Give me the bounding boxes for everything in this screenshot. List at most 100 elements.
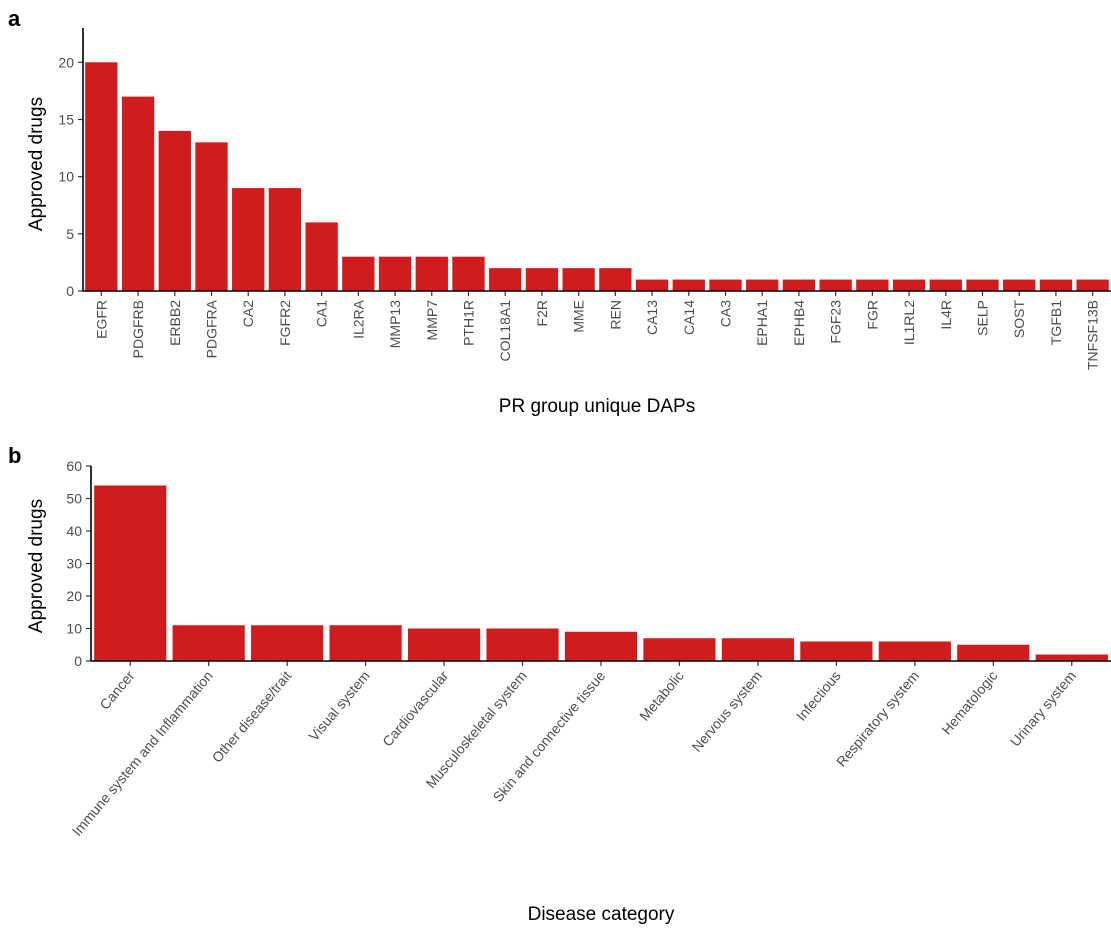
panel-b-bar-3 xyxy=(329,625,402,661)
panel-a-bar-22 xyxy=(892,279,926,291)
panel-a-x-tick-label-5: FGFR2 xyxy=(277,300,293,346)
panel-a-x-tick-label-10: PTH1R xyxy=(461,300,477,346)
panel-a-x-tick-label-9: MMP7 xyxy=(424,300,440,341)
panel-b-y-tick-label-3: 30 xyxy=(66,556,82,572)
panel-a-bar-4 xyxy=(232,188,265,291)
panel-b-bar-4 xyxy=(407,628,481,661)
panel-a-bars xyxy=(85,62,1109,291)
panel-b-y-axis-ticks: 0 10 20 30 40 50 60 xyxy=(66,458,91,669)
panel-a-y-tick-label-4: 20 xyxy=(58,54,74,70)
panel-a-letter: a xyxy=(8,6,21,31)
panel-a-x-tick-label-18: EPHA1 xyxy=(754,300,770,346)
panel-a-y-tick-label-1: 5 xyxy=(66,226,74,242)
panel-a-bar-24 xyxy=(966,279,999,291)
panel-a-x-axis-title: PR group unique DAPs xyxy=(499,396,695,417)
panel-a-bar-21 xyxy=(856,279,889,291)
panel-b-x-tick-label-11: Hematologic xyxy=(938,668,1000,738)
panel-a-x-tick-label-0: EGFR xyxy=(93,300,109,339)
panel-b-bar-10 xyxy=(878,641,951,661)
panel-a-x-tick-label-15: CA13 xyxy=(644,300,660,335)
panel-a-bar-3 xyxy=(195,142,228,291)
panel-a-bar-chart: a 0 5 10 15 20 EGFR PDGFRB ERBB2 PDGFRA CA2 FGFR2… xyxy=(8,6,1111,417)
panel-a-x-tick-label-26: TGFB1 xyxy=(1048,300,1064,345)
panel-b-bar-12 xyxy=(1035,654,1108,661)
panel-b-bar-0 xyxy=(94,485,167,661)
panel-a-x-tick-label-17: CA3 xyxy=(718,300,734,327)
panel-a-y-tick-label-3: 15 xyxy=(58,111,74,127)
panel-a-x-tick-label-21: FGR xyxy=(864,300,880,330)
panel-a-x-tick-label-25: SOST xyxy=(1011,300,1027,339)
panel-b-bar-1 xyxy=(172,625,245,661)
panel-a-bar-19 xyxy=(782,279,816,291)
panel-a-x-tick-label-14: REN xyxy=(607,300,623,330)
panel-a-bar-11 xyxy=(489,268,522,291)
panel-a-x-axis-ticks: EGFR PDGFRB ERBB2 PDGFRA CA2 FGFR2 CA1 IL2RA MMP… xyxy=(93,291,1101,370)
panel-a-x-tick-label-22: IL1RL2 xyxy=(901,300,917,345)
panel-a-bar-20 xyxy=(819,279,852,291)
panel-a-x-tick-label-19: EPHB4 xyxy=(791,300,807,346)
panel-a-bar-25 xyxy=(1003,279,1036,291)
panel-b-x-tick-label-8: Nervous system xyxy=(688,668,765,755)
panel-b-bar-8 xyxy=(721,638,795,661)
panel-b-y-axis-title: Approved drugs xyxy=(26,499,47,633)
panel-b-x-tick-label-9: Infectious xyxy=(793,668,844,724)
panel-b-bar-11 xyxy=(957,644,1030,661)
panel-a-bar-9 xyxy=(415,256,448,291)
panel-b-x-tick-label-12: Urinary system xyxy=(1007,668,1079,750)
panel-a-bar-5 xyxy=(268,188,302,291)
panel-b-x-tick-label-10: Respiratory system xyxy=(833,668,922,770)
panel-a-x-tick-label-23: IL4R xyxy=(938,300,954,330)
panel-b-letter: b xyxy=(8,443,21,468)
panel-a-bar-2 xyxy=(158,130,191,291)
panel-a-y-axis-ticks: 0 5 10 15 20 xyxy=(58,54,83,299)
panel-b-y-tick-label-2: 20 xyxy=(66,588,82,604)
panel-b-y-tick-label-5: 50 xyxy=(66,491,82,507)
panel-a-x-tick-label-11: COL18A1 xyxy=(497,300,513,362)
panel-b-x-tick-label-3: Visual system xyxy=(305,668,373,744)
panel-a-x-tick-label-6: CA1 xyxy=(314,300,330,327)
panel-a-y-axis-title: Approved drugs xyxy=(26,97,47,231)
panel-a-bar-18 xyxy=(746,279,779,291)
panel-b-bars xyxy=(94,485,1108,661)
panel-b-bar-2 xyxy=(251,625,324,661)
panel-a-bar-27 xyxy=(1076,279,1109,291)
panel-a-bar-14 xyxy=(599,268,632,291)
panel-a-bar-8 xyxy=(378,256,412,291)
panel-b-bar-5 xyxy=(486,628,559,661)
panel-a-x-tick-label-27: TNFSF13B xyxy=(1085,300,1101,370)
panel-a-bar-10 xyxy=(452,256,485,291)
panel-b-x-tick-label-0: Cancer xyxy=(96,667,137,712)
panel-b-x-tick-label-4: Cardiovascular xyxy=(379,667,451,749)
panel-a-x-tick-label-20: FGF23 xyxy=(828,300,844,344)
panel-b-bar-7 xyxy=(643,638,716,661)
panel-b-bar-6 xyxy=(564,631,638,661)
panel-a-x-tick-label-2: ERBB2 xyxy=(167,300,183,346)
panel-a-x-tick-label-4: CA2 xyxy=(240,300,256,327)
panel-a-x-tick-label-8: MMP13 xyxy=(387,300,403,348)
panel-a-bar-0 xyxy=(85,62,118,291)
panel-a-x-tick-label-24: SELP xyxy=(975,300,991,336)
panel-a-bar-15 xyxy=(635,279,669,291)
panel-b-x-tick-label-2: Other disease/trait xyxy=(209,668,295,766)
panel-a-y-tick-label-2: 10 xyxy=(58,169,74,185)
panel-b-y-tick-label-1: 10 xyxy=(66,621,82,637)
panel-b-y-tick-label-4: 40 xyxy=(66,523,82,539)
panel-a-bar-23 xyxy=(929,279,962,291)
panel-a-x-tick-label-16: CA14 xyxy=(681,300,697,335)
panel-a-bar-16 xyxy=(672,279,705,291)
panel-b-x-axis-title: Disease category xyxy=(528,904,675,925)
panel-a-x-tick-label-1: PDGFRB xyxy=(130,300,146,358)
panel-b-bar-9 xyxy=(800,641,873,661)
panel-b-x-tick-label-7: Metabolic xyxy=(636,668,687,724)
panel-b-y-tick-label-0: 0 xyxy=(74,653,82,669)
panel-a-bar-13 xyxy=(562,268,595,291)
panel-a-bar-12 xyxy=(525,268,559,291)
panel-a-bar-1 xyxy=(121,96,155,291)
panel-a-bar-6 xyxy=(305,222,338,291)
panel-a-bar-7 xyxy=(342,256,375,291)
panel-a-y-tick-label-0: 0 xyxy=(66,283,74,299)
panel-b-x-tick-label-1: Immune system and Inflammation xyxy=(69,668,216,839)
